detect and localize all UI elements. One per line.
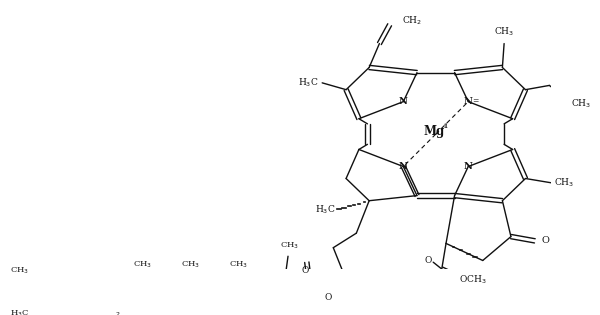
Text: =: = [472,98,478,106]
Text: CH$_3$: CH$_3$ [229,259,248,270]
Text: N: N [464,162,473,171]
Text: CH$_3$: CH$_3$ [494,25,514,37]
Text: O: O [301,266,309,276]
Text: O: O [325,293,332,302]
Text: CH$_2$: CH$_2$ [401,14,422,27]
Text: ii: ii [443,122,448,129]
Text: N: N [464,97,473,106]
Text: Mg: Mg [424,125,445,138]
Text: CH$_3$: CH$_3$ [571,98,591,111]
Text: CH$_3$: CH$_3$ [181,259,200,270]
Text: OCH$_3$: OCH$_3$ [459,274,487,286]
Text: CH$_3$: CH$_3$ [554,176,574,189]
Text: N: N [399,97,408,106]
Text: H$_3$C: H$_3$C [298,77,319,89]
Text: O: O [424,256,431,265]
Text: CH$_3$: CH$_3$ [133,259,152,270]
Text: CH$_3$: CH$_3$ [10,265,29,276]
Text: H$_3$C: H$_3$C [315,203,336,215]
Text: CH$_3$: CH$_3$ [280,241,299,251]
Text: H$_3$C: H$_3$C [10,308,29,315]
Text: N: N [399,162,408,171]
Text: O: O [542,236,550,245]
Text: $_2$: $_2$ [115,310,121,315]
